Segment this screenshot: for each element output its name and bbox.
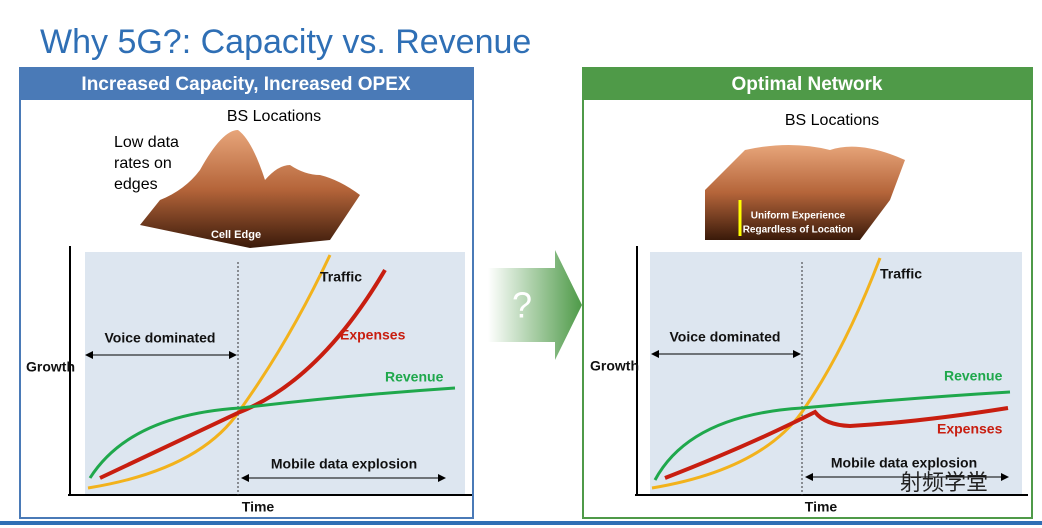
map-caption: Cell Edge: [211, 229, 261, 241]
axis-label: Time: [242, 499, 275, 515]
map-label: BS Locations: [785, 112, 879, 129]
map-caption: Uniform Experience: [751, 211, 846, 222]
span-label: Mobile data explosion: [831, 455, 977, 471]
axis-label: Growth: [590, 358, 639, 374]
curve-label: Revenue: [385, 369, 444, 385]
curve-label: Expenses: [340, 327, 406, 343]
axis-label: Time: [805, 499, 838, 515]
span-label: Mobile data explosion: [271, 456, 417, 472]
revenue-curve: [653, 390, 1011, 481]
note: edges: [114, 176, 158, 193]
panel-header: [20, 68, 473, 100]
panel-title: Increased Capacity, Increased OPEX: [81, 74, 410, 95]
note: rates on: [114, 155, 172, 172]
panel-header: [583, 68, 1032, 100]
curve-label: Expenses: [937, 421, 1003, 437]
footer-bar: [0, 521, 1042, 525]
axis-label: Growth: [26, 359, 75, 375]
map-label: BS Locations: [227, 108, 321, 125]
expenses-curve: [664, 406, 1009, 480]
transition-label: ?: [512, 285, 532, 326]
curve-label: Traffic: [320, 269, 362, 285]
terrain: [140, 130, 360, 248]
plot-area: [650, 252, 1022, 495]
span-label: Voice dominated: [105, 330, 216, 346]
revenue-curve: [88, 386, 456, 479]
curve-label: Traffic: [880, 266, 922, 282]
note: Low data: [114, 134, 179, 151]
panel-title: Optimal Network: [732, 74, 883, 95]
terrain: [705, 145, 905, 240]
transition-arrow: [488, 250, 582, 360]
map-caption: Regardless of Location: [743, 225, 854, 236]
title: Why 5G?: Capacity vs. Revenue: [40, 23, 531, 61]
curve-label: Revenue: [944, 368, 1003, 384]
span-label: Voice dominated: [670, 329, 781, 345]
expenses-curve: [99, 268, 387, 480]
traffic-curve: [651, 257, 882, 490]
watermark: 射频学堂: [900, 470, 988, 495]
